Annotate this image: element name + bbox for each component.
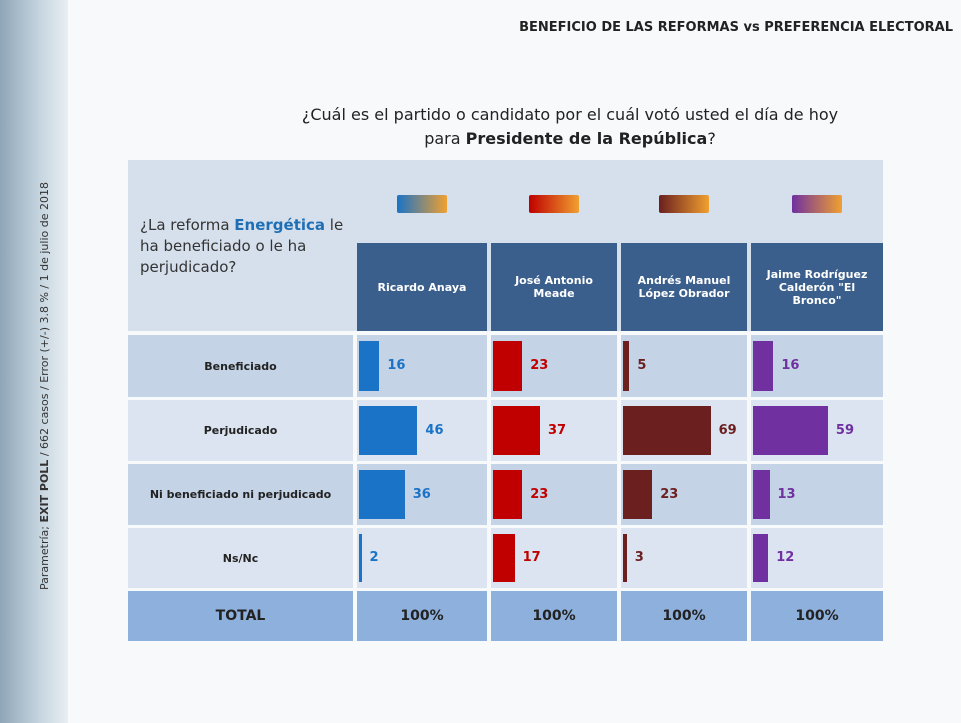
column-header: Andrés Manuel López Obrador [621,243,747,331]
bar [753,341,773,391]
total-value: 100% [491,591,617,641]
bar [623,534,627,582]
corner-text: ¿La reforma [140,216,234,234]
title: BENEFICIO DE LAS REFORMAS vs PREFERENCIA… [519,20,953,35]
cell [751,464,883,525]
value-label: 59 [836,423,854,438]
value-label: 37 [548,423,566,438]
value-label: 13 [778,487,796,502]
value-label: 36 [413,487,431,502]
bar [623,470,652,519]
bar [359,406,417,455]
value-label: 5 [637,358,646,373]
row-label: Perjudicado [128,400,353,461]
column-header: José Antonio Meade [491,243,617,331]
bar [493,534,515,582]
note-text: / 662 casos / Error (+/-) 3.8 % / 1 de j… [38,182,51,460]
value-label: 16 [781,358,799,373]
bar [623,341,629,391]
cell [751,528,883,588]
total-value: 100% [357,591,487,641]
value-label: 12 [776,550,794,565]
value-label: 23 [660,487,678,502]
value-label: 16 [387,358,405,373]
question-text: ? [707,129,716,148]
column-header: Jaime Rodríguez Calderón "El Bronco" [751,243,883,331]
logo [792,195,842,213]
total-label: TOTAL [128,591,353,641]
bar [493,341,522,391]
bar [753,470,770,519]
total-value: 100% [621,591,747,641]
bar [359,341,379,391]
note-text: Parametría; [38,523,51,590]
bar [493,470,522,519]
question-bold: Presidente de la República [466,129,708,148]
sidebar [0,0,68,723]
logo [397,195,447,213]
row-label: Beneficiado [128,335,353,397]
value-label: 69 [719,423,737,438]
bar [753,534,768,582]
logo [529,195,579,213]
bar [359,470,405,519]
logo [659,195,709,213]
value-label: 3 [635,550,644,565]
value-label: 46 [425,423,443,438]
total-value: 100% [751,591,883,641]
corner-text: Energética [234,216,325,234]
bar [493,406,540,455]
slide: Parametría; EXIT POLL / 662 casos / Erro… [0,0,961,723]
value-label: 17 [523,550,541,565]
value-label: 23 [530,358,548,373]
bar [753,406,828,455]
row-label: Ni beneficiado ni perjudicado [128,464,353,525]
question: ¿Cuál es el partido o candidato por el c… [290,103,850,151]
column-header: Ricardo Anaya [357,243,487,331]
value-label: 23 [530,487,548,502]
row-label: Ns/Nc [128,528,353,588]
bar [623,406,711,455]
note-bold: EXIT POLL [38,460,51,523]
bar [359,534,362,582]
sidebar-note: Parametría; EXIT POLL / 662 casos / Erro… [38,182,51,590]
value-label: 2 [370,550,379,565]
corner-cell: ¿La reforma Energética le ha beneficiado… [140,215,350,278]
